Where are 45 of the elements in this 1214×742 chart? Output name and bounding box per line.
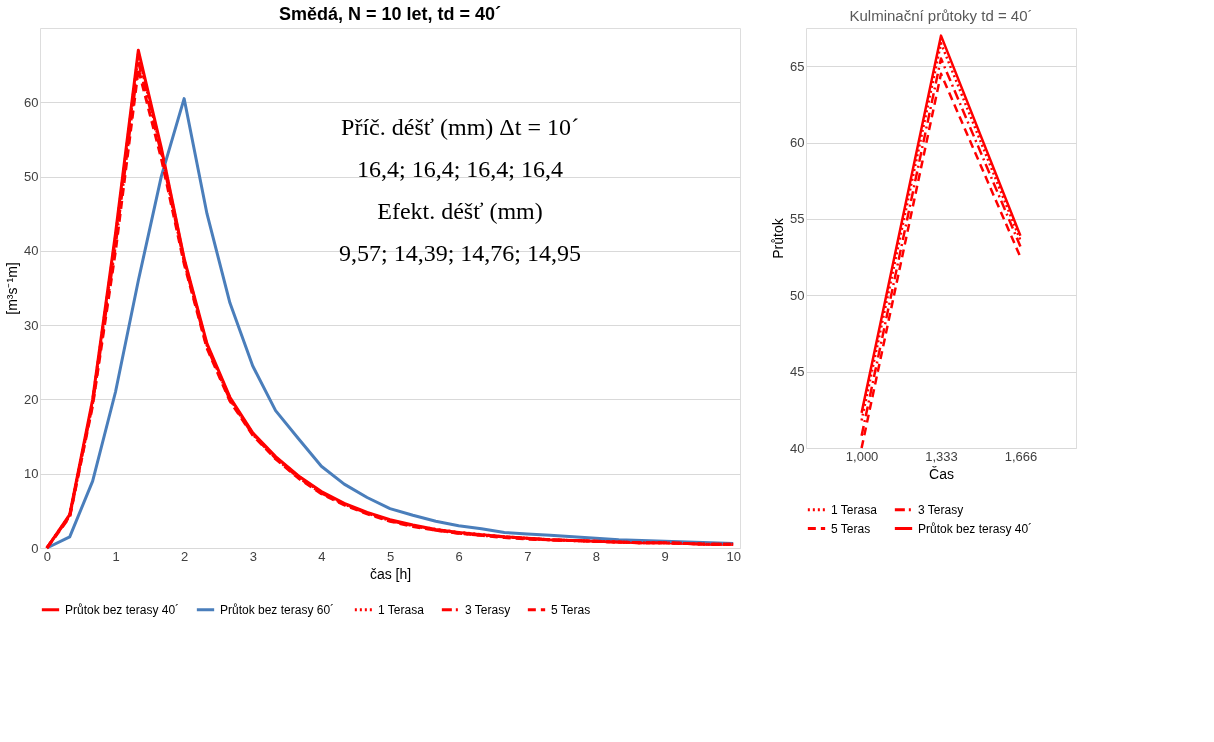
y-tick-label: 55	[790, 211, 805, 227]
y-tick-label: 30	[24, 317, 39, 333]
legend-label: Průtok bez terasy 40´	[918, 521, 1033, 536]
y-tick-label: 60	[790, 135, 805, 151]
x-tick-label: 1,333	[925, 448, 958, 464]
y-tick-label: 60	[24, 94, 39, 110]
x-axis-title: Čas	[929, 465, 954, 482]
legend-label: 1 Terasa	[831, 502, 878, 517]
chart-title: Smědá, N = 10 let, td = 40´	[278, 4, 502, 24]
y-tick-label: 45	[790, 364, 805, 380]
y-tick-label: 50	[24, 169, 39, 185]
y-axis-title: [m³s⁻¹m]	[4, 262, 21, 315]
legend-label: 1 Terasa	[378, 602, 425, 617]
x-axis-title: čas [h]	[369, 565, 412, 582]
x-tick-label: 5	[386, 548, 395, 564]
x-tick-label: 2	[181, 548, 189, 564]
x-tick-label: 3	[249, 548, 257, 564]
x-tick-label: 1	[112, 548, 120, 564]
x-tick-label: 8	[592, 548, 600, 564]
x-tick-label: 0	[43, 548, 51, 564]
y-tick-label: 40	[24, 243, 39, 259]
y-tick-label: 10	[24, 466, 39, 482]
y-tick-label: 40	[790, 440, 805, 456]
legend-label: 3 Terasy	[465, 602, 511, 617]
y-tick-label: 65	[790, 58, 805, 74]
annotation: 16,4; 16,4; 16,4; 16,4	[356, 156, 564, 182]
chart-title: Kulminační průtoky td = 40´	[849, 7, 1033, 24]
x-tick-label: 9	[661, 548, 669, 564]
x-tick-label: 10	[726, 548, 741, 564]
y-tick-label: 50	[790, 287, 805, 303]
x-tick-label: 6	[455, 548, 463, 564]
x-tick-label: 1,000	[845, 448, 879, 464]
legend-label: 5 Teras	[551, 602, 591, 617]
y-tick-label: 20	[24, 391, 39, 407]
annotation: 9,57; 14,39; 14,76; 14,95	[338, 240, 582, 266]
legend-label: Průtok bez terasy 40´	[65, 602, 180, 617]
x-tick-label: 4	[318, 548, 326, 564]
annotation: Příč. déšť (mm) Δt = 10´	[341, 114, 579, 140]
legend-label: 3 Terasy	[918, 502, 964, 517]
x-tick-label: 7	[524, 548, 532, 564]
y-axis-title: Průtok	[770, 217, 787, 259]
annotation: Efekt. déšť (mm)	[377, 198, 543, 224]
legend-label: 5 Teras	[831, 521, 871, 536]
x-tick-label: 1,666	[1004, 448, 1038, 464]
legend-label: Průtok bez terasy 60´	[220, 602, 335, 617]
